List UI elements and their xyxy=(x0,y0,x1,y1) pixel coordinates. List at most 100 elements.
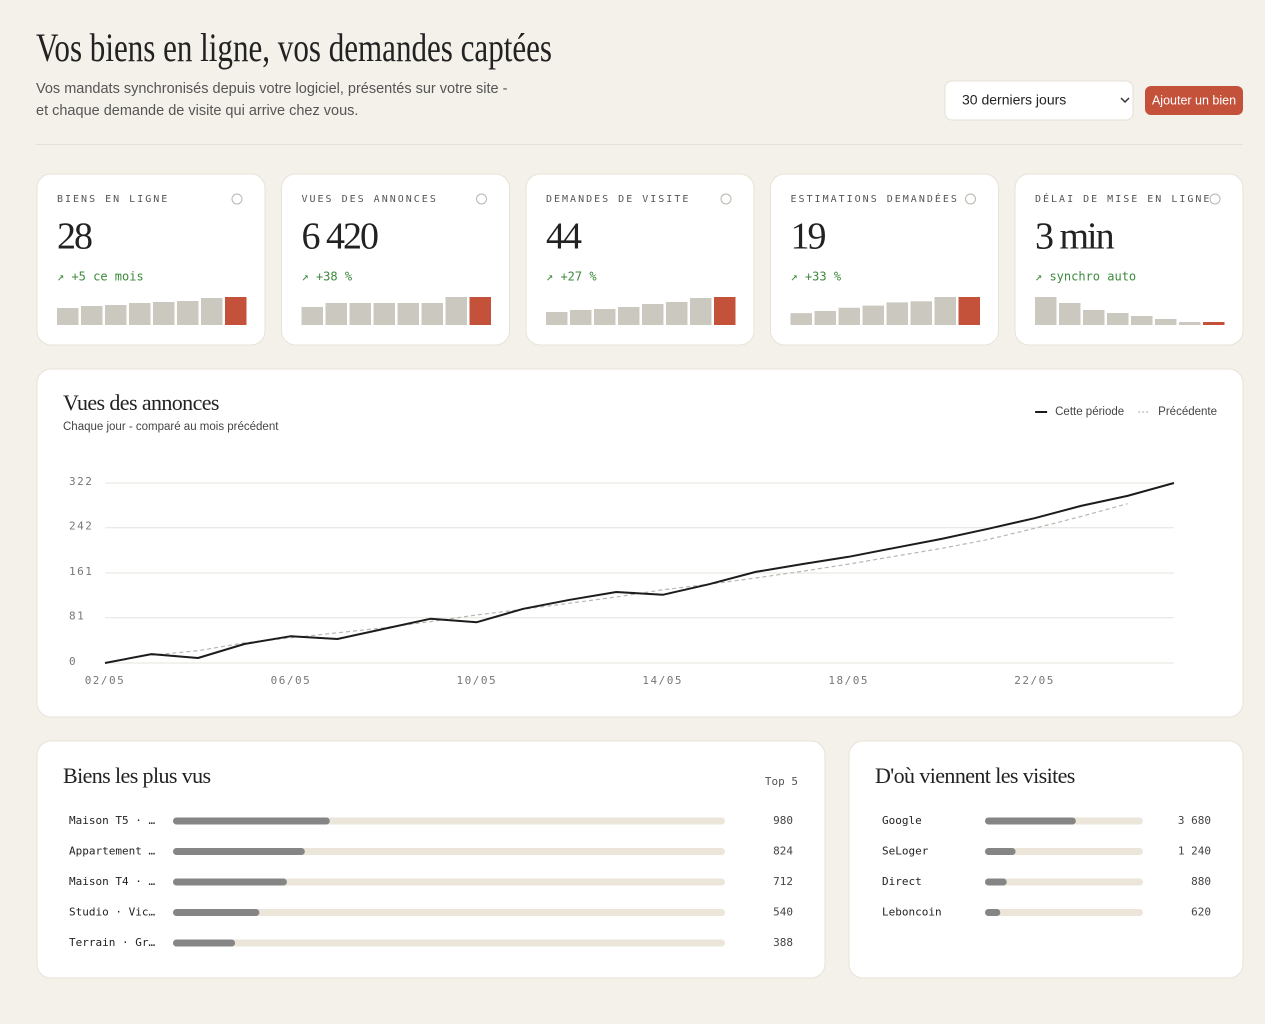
chart-title: Vues des annonces xyxy=(63,390,219,415)
row-value: 880 xyxy=(1191,875,1211,888)
spark-bar xyxy=(469,297,491,325)
row-value: 388 xyxy=(773,936,793,949)
card xyxy=(1014,173,1244,346)
row-value: 712 xyxy=(773,875,793,888)
spark-bar xyxy=(325,303,347,325)
select-label[interactable]: 30 derniers jours xyxy=(962,92,1066,108)
kpi-label: ESTIMATIONS DEMANDÉES xyxy=(791,192,959,205)
bar-track xyxy=(173,878,725,886)
bar-track xyxy=(173,848,725,855)
spark-bar xyxy=(57,308,79,325)
button-label[interactable]: Ajouter un bien xyxy=(1152,93,1236,107)
legend-label: Précédente xyxy=(1158,406,1217,418)
kpi-delta: ↗ +27 % xyxy=(546,270,597,284)
kpi-value: 19 xyxy=(791,216,826,258)
series-line xyxy=(104,482,1175,664)
card xyxy=(36,740,826,979)
spark-bar xyxy=(445,297,467,325)
row-label: SeLoger xyxy=(882,845,929,858)
bar xyxy=(173,909,260,916)
select-box[interactable] xyxy=(944,80,1134,121)
spark-bar xyxy=(1179,322,1201,325)
page-subtitle: Vos mandats synchronisés depuis votre lo… xyxy=(36,81,508,119)
spark-bar xyxy=(301,307,323,325)
row-label: Terrain · Gr… xyxy=(69,936,155,949)
row-label: Maison T5 · … xyxy=(69,814,155,827)
x-tick-label: 14/05 xyxy=(642,674,683,687)
row-value: 824 xyxy=(773,845,793,858)
spark-bar xyxy=(910,301,932,325)
spark-bar xyxy=(790,313,812,325)
kpi-label: DÉLAI DE MISE EN LIGNE xyxy=(1035,192,1211,205)
chart-badge: Top 5 xyxy=(765,775,798,788)
spark-bar xyxy=(1203,322,1225,325)
period-select[interactable]: 30 derniers jours xyxy=(944,80,1134,121)
kpi-delta: ↗ +33 % xyxy=(791,270,842,284)
row-value: 620 xyxy=(1191,906,1211,919)
bar xyxy=(985,878,1007,886)
spark-bar xyxy=(714,297,736,325)
add-button[interactable]: Ajouter un bien xyxy=(1145,86,1243,115)
spark-bar xyxy=(594,309,616,325)
kpi-delta: ↗ +5 ce mois xyxy=(57,270,144,284)
row-label: Studio · Vic… xyxy=(69,906,155,919)
info-icon xyxy=(231,193,243,205)
spark-bar xyxy=(201,298,223,325)
spark-bar xyxy=(934,297,956,325)
y-tick-label: 161 xyxy=(69,565,93,578)
spark-bar xyxy=(1155,319,1177,325)
bar xyxy=(985,909,1001,916)
bar xyxy=(173,878,287,886)
spark-bar xyxy=(570,310,592,325)
spark-bar xyxy=(618,307,640,325)
bar xyxy=(173,939,236,947)
row-value: 1 240 xyxy=(1178,845,1211,858)
bar-track xyxy=(985,909,1143,916)
spark-bar xyxy=(546,312,568,325)
spark-bar xyxy=(862,305,884,325)
bar xyxy=(985,817,1076,825)
spark-bar xyxy=(886,302,908,325)
spark-bar xyxy=(1083,310,1105,325)
row-label: Leboncoin xyxy=(882,906,942,919)
bar xyxy=(985,848,1016,855)
row-label: Direct xyxy=(882,875,922,888)
info-icon xyxy=(965,193,976,205)
spark-bar xyxy=(814,311,836,325)
y-tick-label: 242 xyxy=(69,520,93,533)
kpi-value: 28 xyxy=(57,216,92,258)
info-icon xyxy=(476,193,487,205)
button-bg[interactable] xyxy=(1145,86,1243,115)
bar-track xyxy=(173,939,725,947)
bar xyxy=(173,848,305,855)
chart-title: D'où viennent les visites xyxy=(875,763,1075,788)
spark-bar xyxy=(349,303,371,325)
bar-track xyxy=(985,878,1143,886)
spark-bar xyxy=(129,303,151,325)
spark-bar xyxy=(1035,297,1057,325)
y-tick-label: 322 xyxy=(69,475,93,488)
spark-bar xyxy=(105,305,127,325)
spark-bar xyxy=(225,297,247,325)
kpi-delta: ↗ synchro auto xyxy=(1035,270,1136,284)
y-tick-label: 0 xyxy=(69,655,77,668)
card xyxy=(848,740,1244,979)
spark-bar xyxy=(1131,316,1153,325)
kpi-value: 6 420 xyxy=(302,216,379,258)
kpi-delta: ↗ +38 % xyxy=(302,270,353,284)
x-tick-label: 10/05 xyxy=(457,674,498,687)
row-value: 540 xyxy=(773,906,793,919)
page-title: Vos biens en ligne, vos demandes captées xyxy=(36,25,552,70)
x-tick-label: 06/05 xyxy=(271,674,312,687)
bar xyxy=(173,817,330,825)
spark-bar xyxy=(81,306,103,325)
x-tick-label: 22/05 xyxy=(1014,674,1055,687)
row-label: Appartement … xyxy=(69,845,155,858)
chart-subtitle: Chaque jour - comparé au mois précédent xyxy=(63,421,279,433)
spark-bar xyxy=(153,302,175,325)
row-value: 980 xyxy=(773,814,793,827)
spark-bar xyxy=(690,298,712,325)
chevron[interactable] xyxy=(1120,97,1130,104)
